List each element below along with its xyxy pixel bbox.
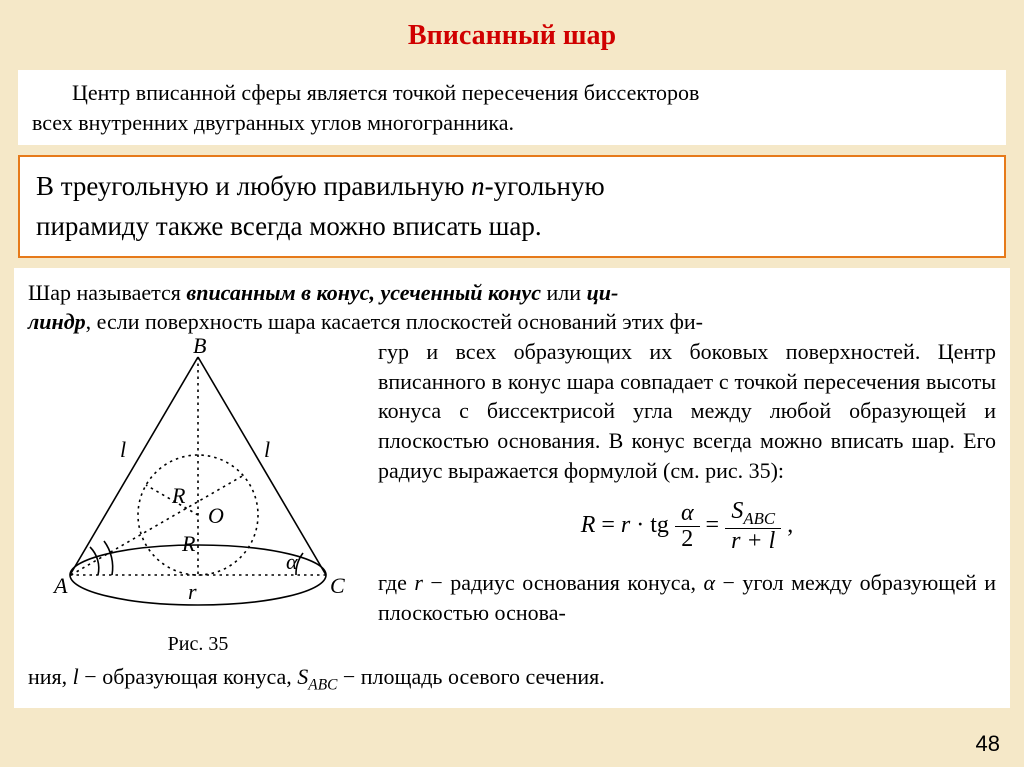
lead-c: или (541, 280, 587, 305)
tail-e: − площадь осевого сечения. (337, 664, 604, 689)
br2a: где (378, 570, 414, 595)
svg-text:A: A (52, 573, 68, 598)
box2-a: В треугольную и любую правильную (36, 171, 471, 201)
box1-text1: Центр вписанной сферы является точкой пе… (72, 80, 699, 105)
svg-text:B: B (193, 337, 206, 358)
box1-text2: всех внутренних двугранных углов многогр… (32, 110, 514, 135)
body-right-1: гур и всех образующих их боковых поверх­… (378, 339, 996, 483)
body-box: Шар называется вписанным в конус, усечен… (14, 268, 1010, 708)
tail-a: ния, (28, 664, 73, 689)
svg-text:R: R (171, 483, 186, 508)
br2b: r (414, 570, 423, 595)
svg-text:l: l (120, 437, 126, 462)
body-tail: ния, l − образующая конуса, SABC − площа… (28, 662, 996, 696)
definition-box-1: Центр вписанной сферы является точкой пе… (18, 70, 1006, 145)
box2-c: -угольную (485, 171, 605, 201)
figure-column: B A C O R R l l r α Рис. 35 (28, 337, 368, 658)
figure-caption: Рис. 35 (28, 631, 368, 658)
page-title: Вписанный шар (0, 0, 1024, 64)
page-number: 48 (976, 731, 1000, 757)
tail-d: S (297, 664, 308, 689)
svg-text:r: r (188, 579, 197, 604)
lead-b: вписанным в конус, усеченный конус (186, 280, 541, 305)
body-lead: Шар называется вписанным в конус, усечен… (28, 278, 996, 337)
cone-diagram: B A C O R R l l r α (38, 337, 358, 627)
svg-text:O: O (208, 503, 224, 528)
box2-n: n (471, 171, 485, 201)
text-column: гур и всех образующих их боковых поверх­… (378, 337, 996, 658)
br2d: α (704, 570, 716, 595)
svg-text:l: l (264, 437, 270, 462)
highlight-box: В треугольную и любую правильную n-уголь… (18, 155, 1006, 257)
lead-d: ци- (587, 280, 619, 305)
br2c: − радиус основания конуса, (423, 570, 704, 595)
lead-f: , если поверхность шара касается плоскос… (86, 309, 703, 334)
svg-text:R: R (181, 531, 196, 556)
box2-line2: пирамиду также всегда можно вписать шар. (36, 211, 542, 241)
svg-text:α: α (286, 549, 298, 574)
tail-c: − образующая конуса, (79, 664, 298, 689)
formula: R = r · tg α2 = SABCr + l , (378, 499, 996, 554)
lead-a: Шар называется (28, 280, 186, 305)
lead-e: линдр (28, 309, 86, 334)
tail-sub: ABC (308, 676, 337, 693)
svg-text:C: C (330, 573, 345, 598)
